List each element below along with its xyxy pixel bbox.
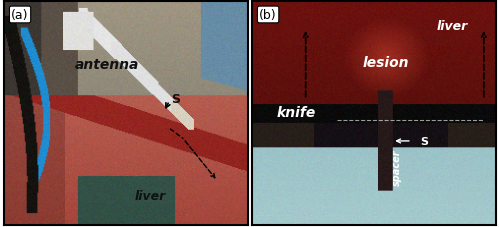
Text: liver: liver (436, 20, 468, 33)
Text: S: S (420, 136, 428, 146)
Text: liver: liver (135, 189, 166, 202)
Text: antenna: antenna (74, 58, 138, 72)
Text: S: S (171, 93, 180, 106)
Text: spacer: spacer (392, 149, 402, 185)
Text: lesion: lesion (363, 55, 410, 69)
Text: (a): (a) (12, 9, 29, 22)
Text: knife: knife (276, 105, 316, 119)
Text: (b): (b) (260, 9, 277, 22)
